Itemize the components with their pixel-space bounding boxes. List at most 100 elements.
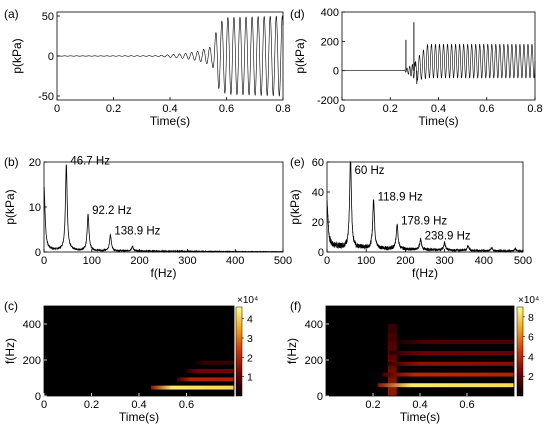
x-axis-label-c: Time(s)	[119, 410, 159, 424]
panel-label-e: (e)	[290, 155, 305, 169]
onset-burst-f	[387, 351, 397, 360]
x-tick-label-e: 0	[324, 255, 330, 267]
harmonic-band-c	[177, 377, 234, 382]
colorbar-tick-label-c: 2	[247, 352, 253, 364]
spectrogram-background-c	[44, 306, 234, 396]
x-tick-label-e: 200	[396, 255, 414, 267]
x-tick-label-b: 400	[226, 255, 244, 267]
x-tick-label-f: 0.2	[365, 399, 380, 411]
peak-annotation-e: 60 Hz	[355, 165, 385, 177]
harmonic-band-f	[387, 361, 514, 366]
x-axis-label-d: Time(s)	[418, 114, 458, 128]
onset-burst-f	[387, 342, 397, 351]
panel-label-f: (f)	[290, 299, 301, 313]
x-tick-label-a: 0	[54, 103, 60, 115]
x-tick-label-c: 0.4	[131, 399, 146, 411]
spectrogram-c	[150, 360, 234, 390]
colorbar-c	[235, 306, 243, 397]
harmonic-band-f	[382, 372, 514, 377]
harmonic-band-c	[196, 360, 234, 365]
y-tick-label-f: 200	[305, 355, 323, 367]
colorbar-tick-label-f: 6	[528, 332, 534, 344]
x-tick-label-b: 100	[83, 255, 101, 267]
signal-line-d	[342, 43, 536, 81]
y-tick-label-b: 0	[35, 247, 41, 259]
panel-label-b: (b)	[4, 155, 19, 169]
x-tick-label-e: 100	[357, 255, 375, 267]
x-tick-label-b: 0	[41, 255, 47, 267]
colorbar-tick-label-c: 1	[247, 372, 253, 384]
y-tick-label-a: -50	[38, 91, 54, 103]
plot-area-e	[326, 161, 524, 253]
x-tick-label-a: 0.4	[162, 103, 177, 115]
y-tick-label-e: 20	[312, 217, 324, 229]
colorbar-exponent-c: ×10⁴	[237, 295, 258, 306]
peak-annotation-e: 118.9 Hz	[378, 192, 423, 204]
x-tick-label-f: 0.4	[412, 399, 427, 411]
peak-annotation-e: 178.9 Hz	[401, 216, 447, 228]
harmonic-band-f	[377, 383, 514, 388]
colorbar-tick-label-f: 4	[528, 351, 534, 363]
x-tick-label-d: 0.4	[431, 103, 446, 115]
x-tick-label-b: 500	[274, 255, 292, 267]
harmonic-band-c	[150, 385, 234, 390]
y-axis-label-a: p(kPa)	[10, 38, 24, 73]
onset-burst-f	[387, 333, 397, 342]
y-axis-label-d: p(kPa)	[293, 38, 307, 73]
y-tick-label-e: 0	[318, 247, 324, 259]
x-axis-label-f: Time(s)	[400, 410, 440, 424]
x-axis-label-b: f(Hz)	[151, 266, 177, 280]
y-axis-label-f: f(Hz)	[285, 338, 299, 364]
signal-line-a	[56, 15, 284, 97]
spectrum-line-b	[43, 164, 284, 254]
x-tick-label-f: 0.6	[459, 399, 474, 411]
y-tick-label-a: 50	[42, 11, 54, 23]
colorbar-tick-label-c: 3	[247, 333, 253, 345]
x-axis-label-a: Time(s)	[150, 114, 190, 128]
x-tick-label-d: 0.8	[527, 103, 542, 115]
colorbar-tick-label-f: 8	[528, 312, 534, 324]
x-tick-label-a: 0.2	[106, 103, 121, 115]
y-tick-label-d: 400	[321, 7, 339, 19]
harmonic-band-f	[389, 351, 514, 355]
colorbar-tick-label-c: 4	[247, 314, 253, 326]
harmonic-band-c	[186, 369, 234, 373]
panel-label-a: (a)	[4, 7, 19, 21]
x-tick-label-d: 0.6	[479, 103, 494, 115]
y-tick-label-b: 10	[29, 202, 41, 214]
y-tick-label-c: 400	[23, 319, 41, 331]
y-tick-label-d: -200	[317, 95, 339, 107]
y-tick-label-f: 400	[305, 319, 323, 331]
x-tick-label-a: 0.8	[275, 103, 290, 115]
spectrum-line-e	[326, 161, 524, 254]
x-tick-label-c: 0	[41, 399, 47, 411]
x-tick-label-e: 400	[475, 255, 493, 267]
spectrogram-background-f	[326, 306, 514, 396]
x-tick-label-b: 300	[178, 255, 196, 267]
x-tick-label-d: 0	[339, 103, 345, 115]
onset-burst-f	[387, 378, 397, 387]
x-tick-label-d: 0.2	[383, 103, 398, 115]
y-tick-label-d: 200	[321, 36, 339, 48]
y-tick-label-a: 0	[48, 51, 54, 63]
onset-burst-f	[387, 387, 397, 396]
colorbar-f	[516, 306, 524, 397]
colorbar-tick-label-f: 2	[528, 371, 534, 383]
x-tick-label-e: 500	[514, 255, 532, 267]
y-axis-label-b: p(kPa)	[3, 189, 17, 224]
peak-annotation-e: 238.9 Hz	[425, 231, 471, 243]
harmonic-band-f	[396, 340, 514, 344]
x-axis-label-e: f(Hz)	[412, 266, 438, 280]
x-tick-label-e: 300	[435, 255, 453, 267]
peak-annotation-b: 46.7 Hz	[70, 156, 110, 168]
spectrogram-f	[377, 324, 514, 396]
y-tick-label-c: 0	[35, 391, 41, 403]
y-axis-label-e: p(kPa)	[288, 189, 302, 224]
y-axis-label-c: f(Hz)	[3, 338, 17, 364]
panel-label-d: (d)	[290, 7, 305, 21]
y-tick-label-f: 0	[317, 391, 323, 403]
x-tick-label-a: 0.6	[219, 103, 234, 115]
y-tick-label-e: 40	[312, 187, 324, 199]
x-tick-label-c: 0.2	[84, 399, 99, 411]
